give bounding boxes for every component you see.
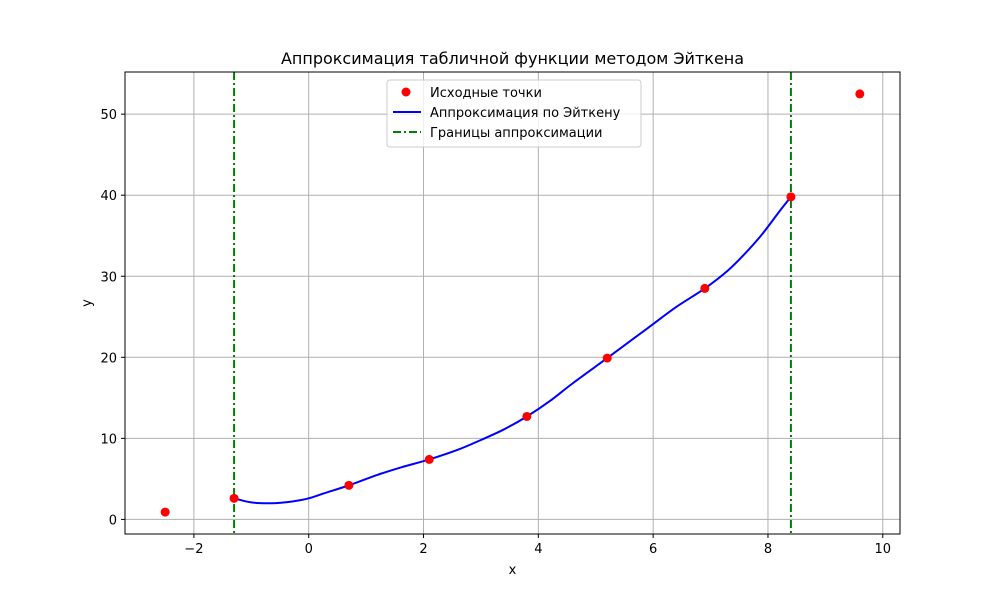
x-tick-label: 8 <box>764 542 772 557</box>
data-point <box>160 507 170 517</box>
data-point <box>424 454 434 464</box>
y-tick-label: 30 <box>100 270 117 285</box>
x-tick-label: 10 <box>875 542 892 557</box>
legend-box <box>386 79 642 148</box>
y-tick-label: 40 <box>100 189 117 204</box>
data-point <box>229 493 239 503</box>
plot-frame <box>124 71 901 535</box>
x-tick-label: 2 <box>419 542 427 557</box>
y-tick-label: 50 <box>100 108 117 123</box>
data-point <box>855 89 865 99</box>
legend: Исходные точки Аппроксимация по Эйткену … <box>386 79 642 148</box>
grid-layer <box>125 72 900 534</box>
y-tick-label: 10 <box>100 432 117 447</box>
y-tick-label: 0 <box>109 513 117 528</box>
data-point <box>700 283 710 293</box>
data-point <box>602 353 612 363</box>
approximation-line <box>233 196 792 505</box>
legend-label-points: Исходные точки <box>430 86 542 101</box>
y-axis-label: y <box>80 299 95 307</box>
x-tick-label: 0 <box>305 542 313 557</box>
chart-title: Аппроксимация табличной функции методом … <box>281 49 744 68</box>
legend-label-line: Аппроксимация по Эйткену <box>430 106 621 121</box>
x-tick-label: 4 <box>534 542 542 557</box>
x-axis-label: x <box>509 563 517 578</box>
boundary-lines-layer <box>233 72 792 534</box>
data-point <box>344 480 354 490</box>
data-point <box>522 411 532 421</box>
data-points-layer <box>160 89 865 517</box>
legend-label-boundary: Границы аппроксимации <box>430 126 602 141</box>
x-tick-label: 6 <box>649 542 657 557</box>
x-tick-label: −2 <box>184 542 203 557</box>
approximation-line-layer <box>233 196 792 505</box>
data-point <box>786 192 796 202</box>
legend-marker-points <box>401 87 411 97</box>
ticks-layer: −2 0 2 4 6 8 10 0 10 20 30 40 50 <box>100 108 891 557</box>
y-tick-label: 20 <box>100 351 117 366</box>
